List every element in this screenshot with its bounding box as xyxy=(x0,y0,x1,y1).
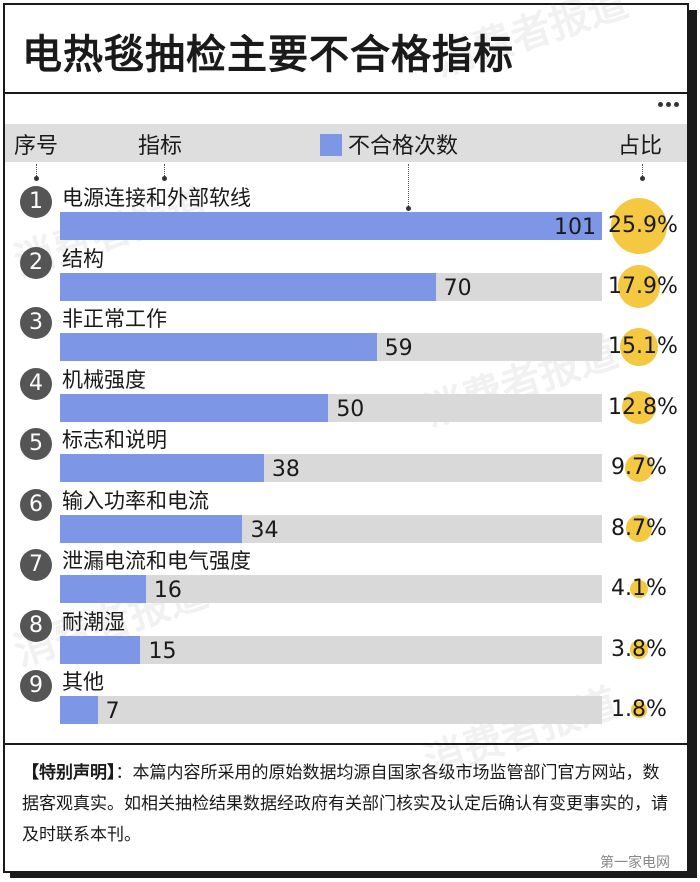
bar-background xyxy=(60,635,602,664)
bar-value-label: 7 xyxy=(105,699,120,724)
share-highlight xyxy=(610,197,667,254)
row-indicator-label: 非正常工作 xyxy=(62,307,167,331)
bar xyxy=(60,514,243,543)
bar-value-label: 50 xyxy=(336,396,365,422)
share-label: 15.1% xyxy=(608,334,678,359)
disclaimer: 【特别声明】：本篇内容所采用的原始数据均源自国家各级市场监管部门官方网站，数据客… xyxy=(22,758,672,851)
page-title: 电热毯抽检主要不合格指标 xyxy=(22,32,514,78)
bar-value-label: 70 xyxy=(443,275,472,301)
row-index-badge: 5 xyxy=(20,428,52,460)
bar xyxy=(60,575,146,603)
guide-dot xyxy=(640,176,645,181)
row-indicator-label: 其他 xyxy=(62,670,104,694)
disclaimer-text: ：本篇内容所采用的原始数据均源自国家各级市场监管部门官方网站，数据客观真实。如相… xyxy=(22,763,668,845)
row-indicator-label: 机械强度 xyxy=(62,367,146,392)
header-index: 序号 xyxy=(14,134,59,159)
header-share: 占比 xyxy=(618,134,663,159)
ellipsis-dots xyxy=(658,92,688,107)
header-indicator: 指标 xyxy=(138,134,183,159)
guide-dot xyxy=(34,176,39,181)
share-label: 12.8% xyxy=(608,394,678,420)
bar-value-label: 34 xyxy=(250,517,279,543)
guide-line xyxy=(408,164,409,208)
share-highlight xyxy=(622,390,656,425)
guide-line xyxy=(642,164,643,178)
share-label: 25.9% xyxy=(608,213,678,238)
bar-value-label: 38 xyxy=(271,457,300,482)
row-index-badge: 8 xyxy=(20,609,52,642)
bar xyxy=(60,696,98,724)
row-indicator-label: 耐潮湿 xyxy=(62,609,125,634)
share-label: 1.8% xyxy=(611,697,667,722)
row-index-badge: 7 xyxy=(20,549,52,581)
share-highlight xyxy=(624,453,654,483)
statement-divider xyxy=(3,743,689,745)
legend-label: 不合格次数 xyxy=(348,134,459,159)
bar xyxy=(60,393,329,422)
source-credit: 第一家电网 xyxy=(600,855,670,871)
share-label: 4.1% xyxy=(611,576,667,601)
guide-dot xyxy=(406,206,411,211)
bar xyxy=(60,212,602,240)
row-indicator-label: 电源连接和外部软线 xyxy=(62,186,251,210)
row-indicator-label: 输入功率和电流 xyxy=(62,488,209,513)
bar xyxy=(60,272,436,301)
bar-value-label: 16 xyxy=(153,578,182,603)
bar-value-label: 15 xyxy=(148,638,177,664)
row-indicator-label: 泄漏电流和电气强度 xyxy=(62,549,251,573)
share-highlight xyxy=(617,265,661,308)
bar-background xyxy=(60,575,602,603)
disclaimer-label: 【特别声明】 xyxy=(22,763,116,783)
bar-value-label: 101 xyxy=(554,215,596,240)
card-shadow-bottom xyxy=(10,873,697,878)
share-label: 17.9% xyxy=(608,273,678,299)
share-highlight xyxy=(620,328,658,366)
share-label: 3.8% xyxy=(611,636,667,662)
share-highlight xyxy=(629,640,649,659)
bar xyxy=(60,635,141,664)
share-highlight xyxy=(631,702,647,718)
card-frame xyxy=(3,3,689,873)
row-index-badge: 4 xyxy=(20,367,52,400)
share-highlight xyxy=(629,579,649,599)
share-highlight xyxy=(625,515,653,542)
row-index-badge: 9 xyxy=(20,670,52,702)
bar xyxy=(60,333,377,361)
row-index-badge: 6 xyxy=(20,488,52,521)
guide-line xyxy=(164,164,165,178)
row-index-badge: 2 xyxy=(20,246,52,279)
bar-value-label: 59 xyxy=(384,336,413,361)
header-band xyxy=(5,124,687,162)
row-indicator-label: 结构 xyxy=(62,246,104,271)
bar-background xyxy=(60,696,602,724)
bar xyxy=(60,454,264,482)
share-label: 8.7% xyxy=(611,515,667,541)
card-shadow-right xyxy=(689,10,697,878)
share-label: 9.7% xyxy=(611,455,667,480)
guide-dot xyxy=(162,176,167,181)
row-index-badge: 3 xyxy=(20,307,52,339)
row-indicator-label: 标志和说明 xyxy=(62,428,167,452)
guide-line xyxy=(36,164,37,178)
row-index-badge: 1 xyxy=(20,186,52,218)
legend-swatch xyxy=(320,134,342,156)
title-divider xyxy=(3,92,689,94)
